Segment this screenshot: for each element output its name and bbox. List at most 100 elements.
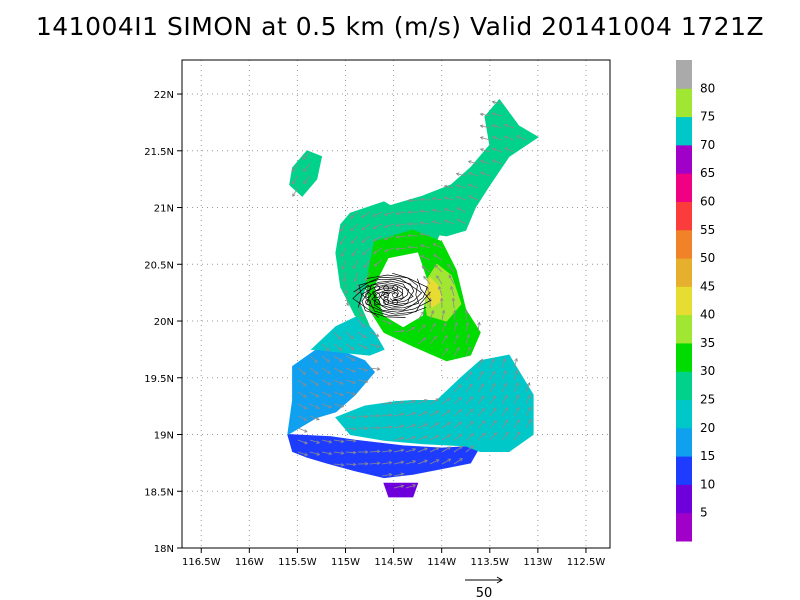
- wind-vector: [501, 407, 508, 417]
- wind-vector-head: [443, 322, 447, 326]
- wind-vector-head: [352, 380, 357, 384]
- wind-vector-head: [504, 135, 508, 139]
- wind-vector: [361, 211, 371, 218]
- wind-vector: [357, 319, 365, 328]
- wind-vector-head: [351, 346, 355, 350]
- wind-vector: [297, 367, 306, 375]
- wind-vector: [405, 436, 416, 441]
- wind-vector: [384, 211, 395, 216]
- wind-vector: [309, 379, 319, 386]
- x-tick-label: 113.5W: [471, 557, 510, 568]
- wind-vector: [369, 295, 373, 306]
- colorbar-swatch: [676, 144, 692, 174]
- wind-vector-head: [412, 399, 417, 404]
- wind-vector: [417, 423, 428, 429]
- wind-vector-head: [327, 370, 331, 374]
- wind-vector: [436, 275, 443, 285]
- wind-vector-head: [339, 228, 343, 233]
- colorbar-label: 40: [700, 308, 715, 322]
- wind-vector: [369, 331, 380, 337]
- wind-vector-head: [412, 448, 417, 452]
- wind-vector: [432, 198, 443, 201]
- wind-vector: [434, 264, 443, 273]
- wind-vector: [381, 426, 392, 429]
- scale-arrow-head: [496, 576, 503, 584]
- wind-vector: [297, 439, 308, 444]
- wind-vector: [513, 431, 521, 441]
- wind-vector-head: [479, 148, 484, 152]
- wind-vector-head: [355, 290, 360, 295]
- wind-vector-head: [302, 156, 307, 160]
- wind-vector-head: [365, 462, 369, 466]
- colorbar-label: 60: [700, 195, 715, 209]
- wind-vector-head: [304, 429, 308, 433]
- wind-vector: [369, 462, 380, 465]
- wind-vector: [420, 244, 431, 249]
- wind-vector: [393, 449, 404, 453]
- wind-vector: [333, 463, 344, 466]
- wind-vector-head: [444, 219, 448, 223]
- colorbar-label: 45: [700, 279, 715, 293]
- wind-vector: [501, 419, 509, 429]
- wind-vector: [393, 401, 404, 405]
- wind-vector-head: [492, 159, 496, 163]
- wind-vector-head: [467, 160, 472, 164]
- wind-vector: [456, 196, 467, 201]
- wind-vector: [480, 125, 491, 129]
- wind-vector-head: [388, 449, 393, 453]
- wind-vector: [345, 367, 356, 373]
- wind-vector: [429, 447, 439, 453]
- wind-vector: [465, 347, 471, 357]
- wind-vector-head: [383, 212, 388, 216]
- wind-vector-head: [431, 208, 436, 213]
- wind-vector: [309, 355, 318, 363]
- storm-center-track: [352, 272, 432, 318]
- wind-vector: [345, 427, 356, 430]
- wind-vector-head: [400, 400, 405, 405]
- wind-vector-head: [480, 171, 484, 175]
- wind-vector-head: [340, 439, 345, 443]
- wind-vector: [468, 184, 479, 189]
- wind-vector: [345, 415, 356, 418]
- wind-vector: [492, 159, 503, 165]
- wind-vector-head: [395, 235, 400, 239]
- no-data-gap: [363, 365, 448, 402]
- colorbar-label: 25: [700, 393, 715, 407]
- wind-vector: [333, 343, 342, 351]
- wind-vector: [453, 384, 462, 393]
- wind-vector-head: [407, 245, 412, 249]
- wind-vector: [429, 336, 437, 345]
- wind-vector: [516, 135, 527, 141]
- wind-vector-head: [447, 422, 451, 426]
- wind-vector-head: [407, 222, 411, 226]
- wind-vector: [489, 420, 497, 429]
- wind-vector-head: [372, 213, 377, 217]
- wind-vector: [453, 409, 462, 417]
- wind-vector-head: [491, 124, 496, 128]
- wind-vector: [321, 379, 331, 386]
- wind-vector-head: [435, 459, 440, 463]
- center-fix-track: [371, 272, 428, 311]
- wind-vector: [393, 330, 404, 333]
- plot-frame: [181, 59, 611, 549]
- wind-vector-head: [479, 358, 483, 363]
- wind-vector-head: [424, 459, 428, 463]
- wind-vector: [477, 432, 486, 441]
- wind-vector: [363, 259, 371, 268]
- wind-vector: [345, 355, 355, 361]
- wind-vector: [351, 235, 359, 244]
- wind-vector-head: [455, 172, 460, 176]
- wind-vector-head: [388, 401, 393, 406]
- wind-vector: [309, 439, 320, 444]
- wind-vector-head: [492, 382, 496, 387]
- colorbar-swatch: [676, 173, 692, 202]
- wind-vector-head: [516, 431, 521, 436]
- wind-vector: [357, 379, 368, 383]
- wind-vector-head: [388, 425, 393, 429]
- wind-vector: [291, 163, 299, 172]
- wind-vector-head: [464, 309, 469, 314]
- center-fix-marker: [392, 285, 398, 291]
- wind-vector: [365, 271, 371, 281]
- wind-vector-head: [362, 251, 366, 256]
